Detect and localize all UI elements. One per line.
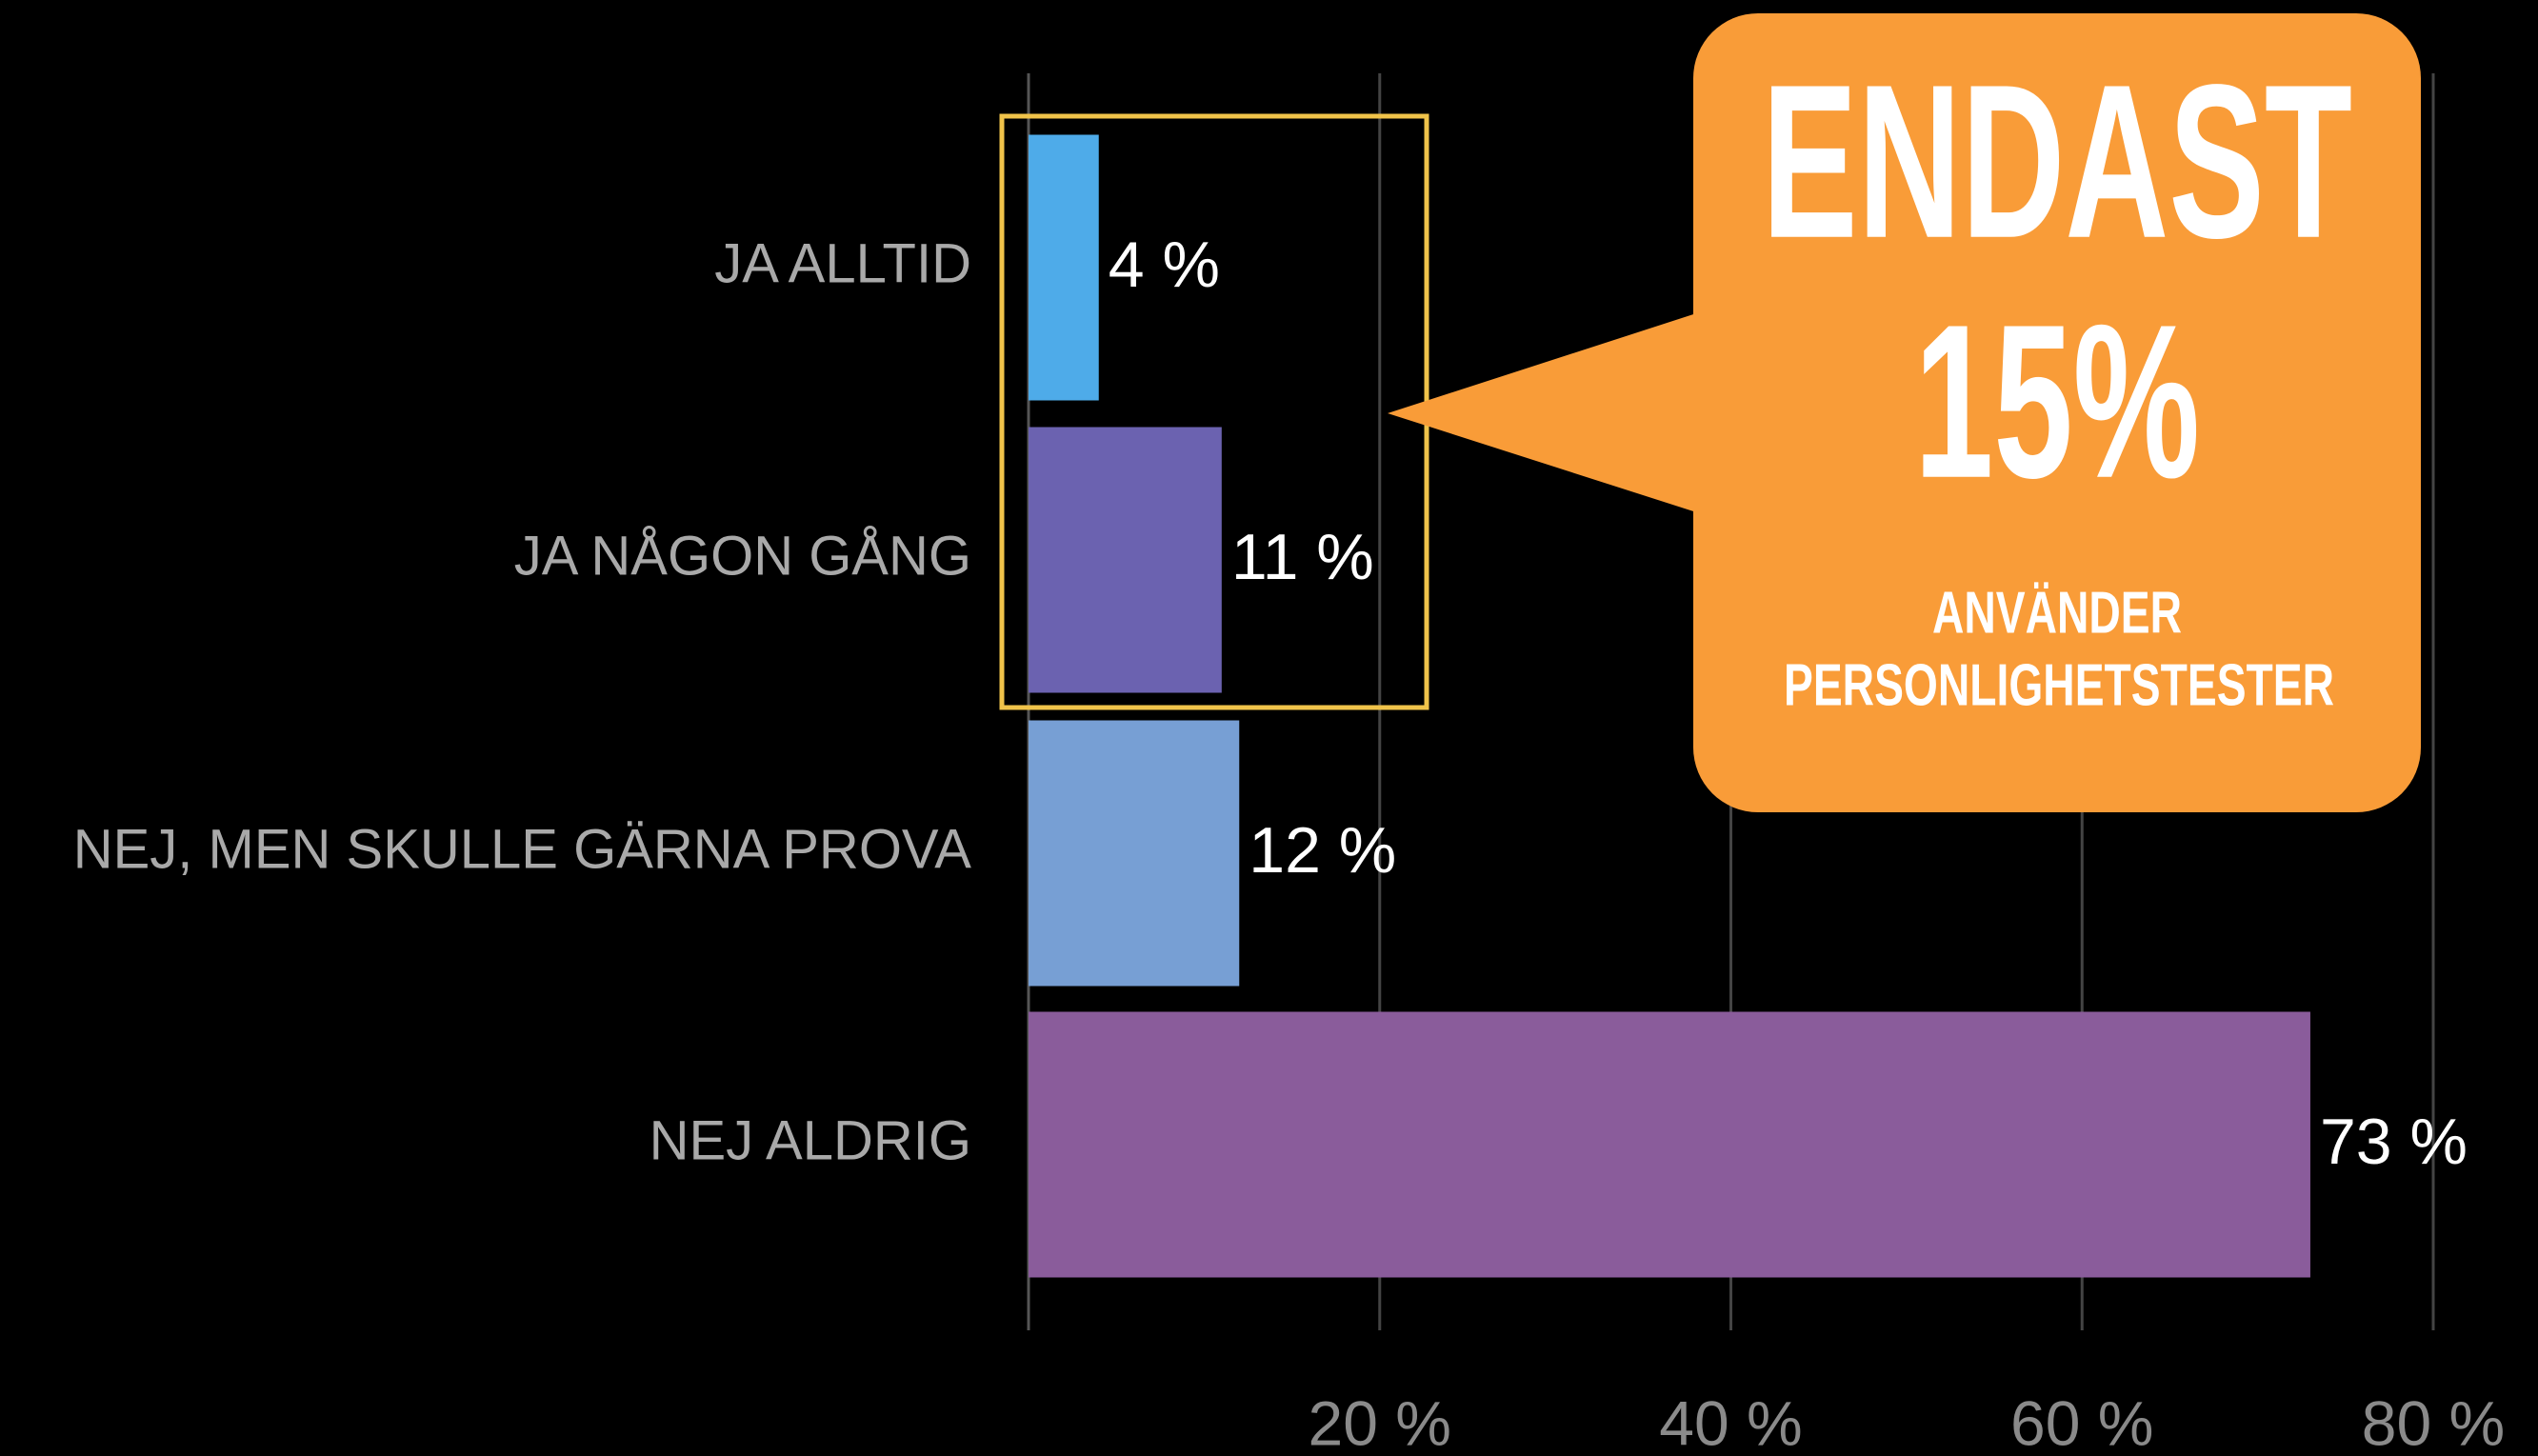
value-label: 73 % [2320,1106,2468,1178]
value-label: 4 % [1109,229,1220,301]
category-label: NEJ, MEN SKULLE GÄRNA PROVA [73,818,972,880]
category-label: JA NÅGON GÅNG [514,525,971,587]
callout-line: 15% [1914,279,2200,524]
bar [1029,427,1222,693]
x-tick-label: 80 % [2362,1387,2505,1456]
x-tick-label: 40 % [1659,1387,1802,1456]
bar [1029,720,1240,987]
bar [1029,1011,2310,1278]
category-label: JA ALLTID [714,232,971,294]
value-label: 11 % [1231,521,1374,593]
x-tick-label: 20 % [1309,1387,1451,1456]
bar [1029,134,1099,401]
callout-line: ENDAST [1762,39,2352,284]
callout-pointer [1388,308,1714,518]
x-tick-label: 60 % [2010,1387,2153,1456]
value-label: 12 % [1249,814,1396,887]
callout-line: ANVÄNDER [1932,580,2182,646]
callout: ENDAST 15% ANVÄNDER PERSONLIGHETSTESTER [1388,13,2421,812]
callout-box [1693,13,2421,812]
callout-line: PERSONLIGHETSTESTER [1784,652,2334,718]
category-label: NEJ ALDRIG [649,1109,971,1171]
bars [1029,134,2310,1278]
